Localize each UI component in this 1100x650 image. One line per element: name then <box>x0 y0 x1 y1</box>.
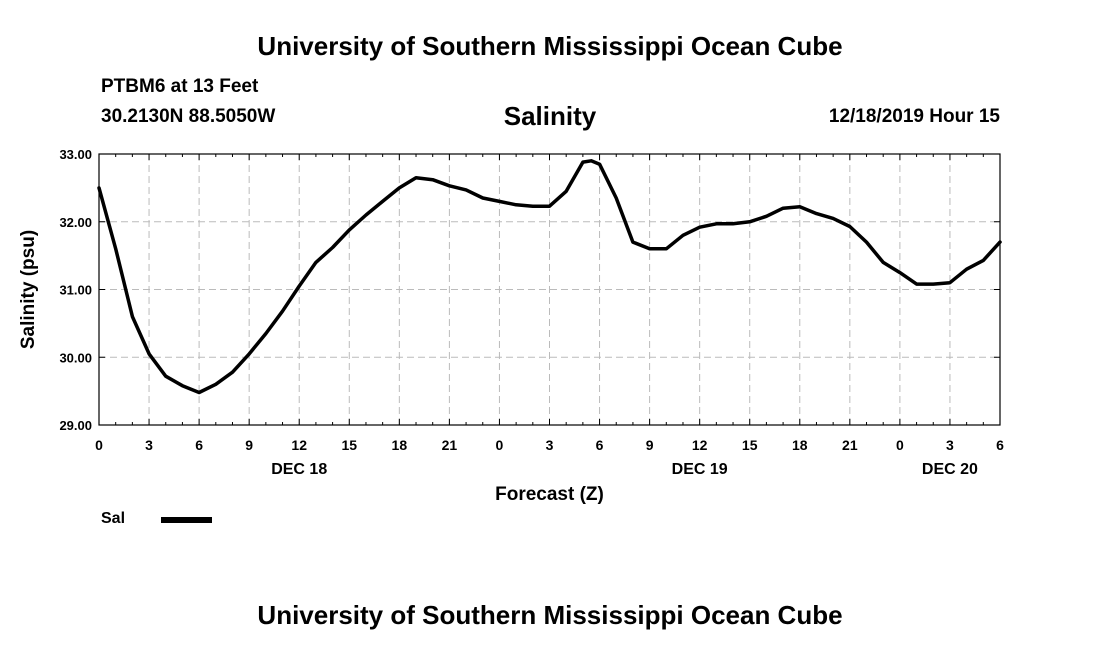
y-tick-label: 33.00 <box>59 147 92 162</box>
station-coordinates: 30.2130N 88.5050W <box>101 106 276 127</box>
x-tick-label: 6 <box>996 437 1004 453</box>
x-tick-label: 9 <box>245 437 253 453</box>
x-tick-label: 3 <box>145 437 153 453</box>
x-tick-label: 21 <box>442 437 458 453</box>
x-tick-label: 15 <box>742 437 758 453</box>
x-tick-label: 0 <box>95 437 103 453</box>
plot-frame <box>98 153 1001 426</box>
legend-label: Sal <box>101 510 126 527</box>
x-tick-label: 12 <box>291 437 307 453</box>
y-axis-title: Salinity (psu) <box>18 230 39 349</box>
date-label: DEC 18 <box>271 461 327 478</box>
x-tick-label: 0 <box>496 437 504 453</box>
chart-main-title: University of Southern Mississippi Ocean… <box>257 31 843 61</box>
x-tick-label: 0 <box>896 437 904 453</box>
y-tick-label: 32.00 <box>59 215 92 230</box>
x-tick-label: 3 <box>946 437 954 453</box>
x-tick-label: 6 <box>195 437 203 453</box>
legend-line-swatch <box>161 517 212 523</box>
y-tick-label: 31.00 <box>59 283 92 298</box>
x-tick-label: 9 <box>646 437 654 453</box>
x-tick-label: 12 <box>692 437 708 453</box>
x-tick-label: 21 <box>842 437 858 453</box>
footer-title: University of Southern Mississippi Ocean… <box>257 600 843 630</box>
x-tick-label: 18 <box>792 437 808 453</box>
y-tick-label: 29.00 <box>59 418 92 433</box>
date-label: DEC 19 <box>672 461 728 478</box>
x-axis-title: Forecast (Z) <box>495 484 604 505</box>
variable-title: Salinity <box>503 101 597 131</box>
station-name: PTBM6 at 13 Feet <box>101 76 259 97</box>
date-label: DEC 20 <box>922 461 978 478</box>
x-tick-label: 15 <box>341 437 357 453</box>
x-tick-label: 6 <box>596 437 604 453</box>
series-line-sal <box>97 159 1002 395</box>
x-tick-label: 18 <box>392 437 408 453</box>
forecast-issue-time: 12/18/2019 Hour 15 <box>828 106 1000 127</box>
x-tick-label: 3 <box>546 437 554 453</box>
y-tick-label: 30.00 <box>59 350 92 365</box>
